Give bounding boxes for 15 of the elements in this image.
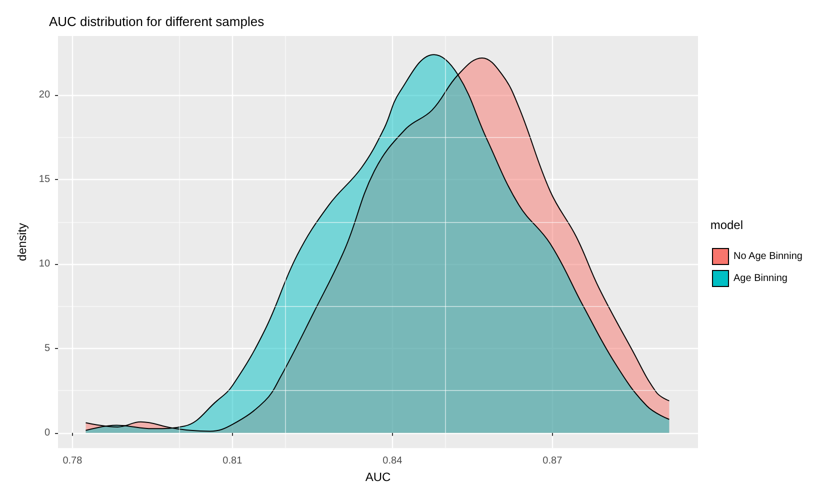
x-tick-label: 0.78: [62, 456, 83, 467]
y-tick-label: 0: [44, 427, 50, 438]
y-tick-label: 15: [38, 174, 50, 186]
legend-title: model: [710, 218, 744, 232]
y-tick-label: 20: [38, 90, 50, 101]
chart-title: AUC distribution for different samples: [49, 14, 265, 29]
y-axis-title: density: [15, 223, 29, 262]
y-tick-label: 5: [44, 342, 50, 354]
x-tick-label: 0.84: [382, 456, 403, 467]
y-tick-label: 10: [38, 258, 50, 270]
x-axis-title: AUC: [365, 470, 392, 484]
legend-label: Age Binning: [734, 273, 788, 284]
legend-label: No Age Binning: [734, 251, 802, 262]
x-tick-label: 0.87: [542, 456, 563, 467]
x-tick-label: 0.81: [222, 456, 243, 467]
